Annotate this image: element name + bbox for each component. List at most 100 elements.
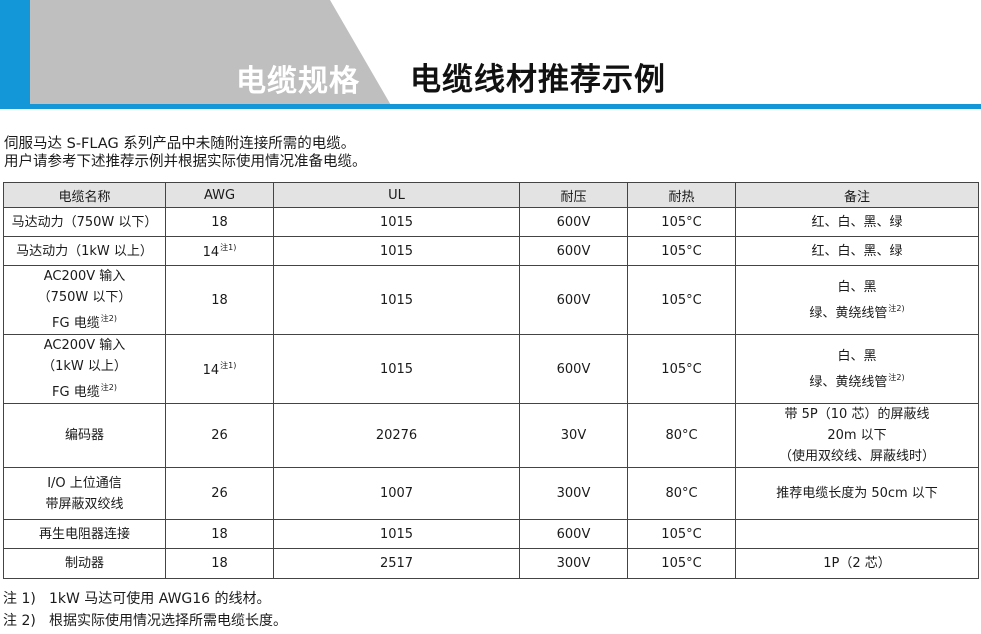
cell-cable-name: AC200V 输入 （1kW 以上） FG 电缆注2)	[3, 334, 166, 404]
header-rule	[0, 104, 981, 109]
cell-ul: 2517	[273, 548, 520, 579]
note-ref: 注1)	[220, 243, 237, 252]
cell-line: （750W 以下）	[37, 290, 132, 305]
cell-cable-name: 编码器	[3, 403, 166, 468]
header-accent-tab	[0, 0, 30, 107]
cell-voltage: 300V	[519, 548, 628, 579]
cell-remark: 红、白、黑、绿	[735, 207, 979, 237]
cell-awg: 26	[165, 467, 274, 520]
cell-text: FG 电缆	[52, 385, 100, 400]
col-header-awg: AWG	[165, 182, 274, 208]
col-header-ul: UL	[273, 182, 520, 208]
cell-line: 白、黑	[837, 279, 877, 295]
cell-awg: 18	[165, 519, 274, 549]
cell-heat: 105°C	[627, 265, 736, 335]
table-row: 马达动力（750W 以下） 18 1015 600V 105°C 红、白、黑、绿	[3, 207, 979, 237]
cell-remark: 白、黑绿、黄绕线管注2)	[735, 265, 979, 335]
cell-text: 26	[211, 486, 228, 501]
footnote: 注 1) 1kW 马达可使用 AWG16 的线材。	[3, 588, 287, 610]
cell-line: 绿、黄绕线管注2)	[740, 298, 974, 324]
cell-voltage: 30V	[519, 403, 628, 468]
note-ref: 注2)	[100, 383, 117, 392]
cell-cable-name: 马达动力（1kW 以上）	[3, 236, 166, 266]
cell-ul: 1015	[273, 519, 520, 549]
cell-line: 带屏蔽双绞线	[45, 496, 124, 512]
cell-line: FG 电缆注2)	[8, 377, 161, 403]
cell-remark: 白、黑 绿、黄绕线管注2)	[735, 334, 979, 404]
note-ref: 注1)	[220, 361, 237, 370]
table-header-row: 电缆名称 AWG UL 耐压 耐热 备注	[3, 182, 979, 208]
cell-awg: 14注1)	[165, 334, 274, 404]
footnote-text: 1kW 马达可使用 AWG16 的线材。	[49, 591, 271, 607]
cell-voltage: 600V	[519, 236, 628, 266]
cell-line: 1P（2 芯）	[823, 556, 891, 571]
cell-awg: 18	[165, 207, 274, 237]
cell-line: FG 电缆注2)	[8, 308, 161, 334]
cell-line: I/O 上位通信	[47, 475, 122, 491]
table-row: 制动器 18 2517 300V 105°C 1P（2 芯）	[3, 548, 979, 579]
cell-ul: 1015	[273, 236, 520, 266]
cell-cable-name: 再生电阻器连接	[3, 519, 166, 549]
cell-text: 14	[202, 363, 220, 378]
cell-text: 绿、黄绕线管	[809, 305, 888, 321]
cell-line: 再生电阻器连接	[38, 526, 130, 542]
cell-cable-name: AC200V 输入 （750W 以下） FG 电缆注2)	[3, 265, 166, 335]
cell-text: 18	[211, 214, 228, 230]
cell-line: （使用双绞线、屏蔽线时）	[778, 449, 935, 464]
cell-text: 26	[211, 428, 228, 443]
table-row: 编码器 26 20276 30V 80°C 带 5P（10 芯）的屏蔽线 20m 以下 （使用…	[3, 403, 979, 468]
col-header-name: 电缆名称	[3, 182, 166, 208]
header-section-band	[30, 0, 392, 107]
footnote-id: 注 2)	[3, 613, 36, 629]
cell-ul: 1015	[273, 265, 520, 335]
cell-text: 18	[211, 556, 228, 571]
note-ref: 注2)	[100, 314, 117, 323]
table-row: AC200V 输入 （1kW 以上） FG 电缆注2) 14注1) 1015 600V 10…	[3, 334, 979, 404]
cell-line: 推荐电缆长度为 50cm 以下	[776, 486, 938, 501]
cell-heat: 80°C	[627, 403, 736, 468]
table-row: 马达动力（1kW 以上） 14注1) 1015 600V 105°C 红、白、黑、绿	[3, 236, 979, 266]
note-ref: 注2)	[888, 372, 905, 382]
cell-text: 绿、黄绕线管	[809, 374, 888, 390]
col-header-remark: 备注	[735, 182, 979, 208]
cell-heat: 105°C	[627, 548, 736, 579]
cable-spec-table: 电缆名称 AWG UL 耐压 耐热 备注 马达动力（750W 以下） 18 1015…	[3, 182, 979, 579]
cell-cable-name: 马达动力（750W 以下）	[3, 207, 166, 237]
col-header-heat: 耐热	[627, 182, 736, 208]
note-ref: 注2)	[888, 303, 905, 313]
intro-line: 伺服马达 S-FLAG 系列产品中未随附连接所需的电缆。	[4, 136, 356, 152]
cell-line: （1kW 以上）	[42, 359, 127, 374]
cell-awg: 14注1)	[165, 236, 274, 266]
table-row: AC200V 输入 （750W 以下） FG 电缆注2) 18 1015 600V 105°…	[3, 265, 979, 335]
cell-line: 制动器	[64, 556, 104, 571]
cell-ul: 1015	[273, 334, 520, 404]
cell-remark: 推荐电缆长度为 50cm 以下	[735, 467, 979, 520]
cell-line: AC200V 输入	[43, 269, 126, 284]
table-row: 再生电阻器连接 18 1015 600V 105°C	[3, 519, 979, 549]
cell-ul: 20276	[273, 403, 520, 468]
cell-heat: 105°C	[627, 236, 736, 266]
footnote-text: 根据实际使用情况选择所需电缆长度。	[49, 613, 287, 629]
intro-text: 伺服马达 S-FLAG 系列产品中未随附连接所需的电缆。 用户请参考下述推荐示例…	[4, 135, 367, 171]
cell-awg: 18	[165, 265, 274, 335]
cell-heat: 105°C	[627, 519, 736, 549]
cell-voltage: 600V	[519, 265, 628, 335]
footnote: 注 2) 根据实际使用情况选择所需电缆长度。	[3, 610, 287, 632]
cell-awg: 18	[165, 548, 274, 579]
cell-line: 马达动力（1kW 以上）	[16, 243, 153, 259]
cell-voltage: 600V	[519, 519, 628, 549]
section-title: 电缆规格	[236, 64, 360, 99]
cell-line: 红、白、黑、绿	[811, 243, 903, 259]
cell-line: AC200V 输入	[43, 338, 126, 353]
footnotes: 注 1) 1kW 马达可使用 AWG16 的线材。 注 2) 根据实际使用情况选择所…	[3, 588, 287, 632]
cell-heat: 80°C	[627, 467, 736, 520]
cell-text: FG 电缆	[52, 316, 100, 331]
footnote-id: 注 1)	[3, 591, 36, 607]
cell-remark: 带 5P（10 芯）的屏蔽线 20m 以下 （使用双绞线、屏蔽线时）	[735, 403, 979, 468]
cell-cable-name: I/O 上位通信 带屏蔽双绞线	[3, 467, 166, 520]
cell-line: 20m 以下	[827, 428, 887, 443]
cell-voltage: 300V	[519, 467, 628, 520]
cell-awg: 26	[165, 403, 274, 468]
cell-line: 带 5P（10 芯）的屏蔽线	[784, 407, 930, 422]
cell-remark	[735, 519, 979, 549]
